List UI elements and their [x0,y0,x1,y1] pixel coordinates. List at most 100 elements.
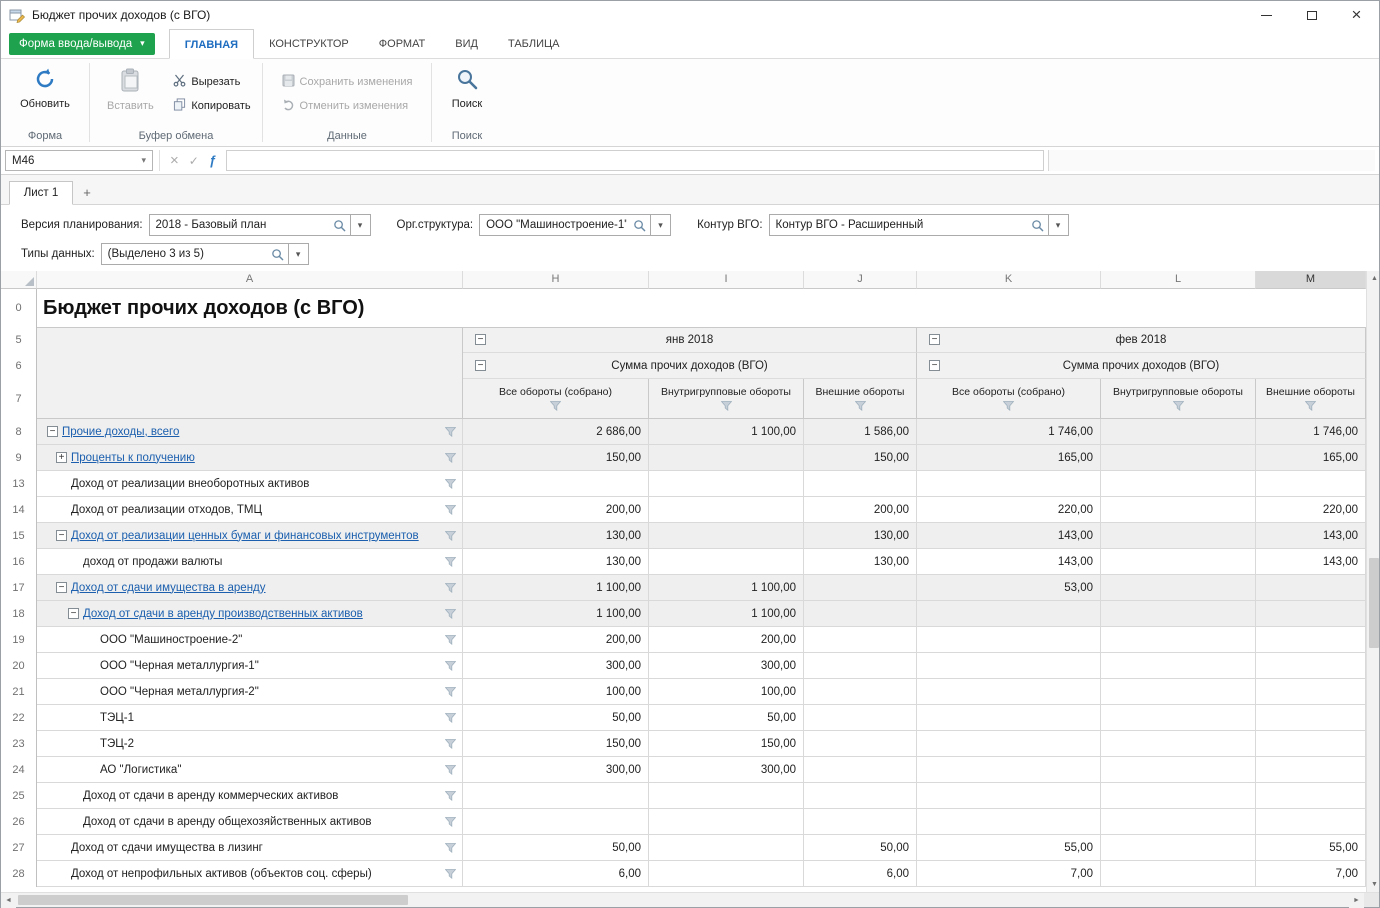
value-cell[interactable]: 200,00 [804,497,917,523]
value-cell[interactable]: 130,00 [804,549,917,575]
row-label-cell[interactable]: Доход от сдачи имущества в лизинг [37,835,463,861]
column-header-k[interactable]: K [917,271,1101,289]
row-number[interactable]: 26 [1,809,37,835]
value-cell[interactable] [463,471,649,497]
value-cell[interactable] [804,627,917,653]
value-cell[interactable]: 300,00 [649,653,804,679]
value-cell[interactable]: 165,00 [917,445,1101,471]
filter-icon[interactable] [1003,401,1014,411]
value-cell[interactable]: 150,00 [649,731,804,757]
value-cell[interactable] [649,471,804,497]
row-number[interactable]: 25 [1,783,37,809]
value-cell[interactable]: 200,00 [463,627,649,653]
value-cell[interactable] [463,783,649,809]
value-cell[interactable]: 6,00 [463,861,649,887]
value-cell[interactable] [1101,445,1256,471]
value-cell[interactable] [804,679,917,705]
value-cell[interactable]: 200,00 [649,627,804,653]
value-cell[interactable] [649,861,804,887]
value-cell[interactable]: 130,00 [804,523,917,549]
value-cell[interactable]: 100,00 [649,679,804,705]
collapse-box[interactable]: − [56,582,67,593]
value-cell[interactable]: 200,00 [463,497,649,523]
value-cell[interactable]: 300,00 [463,653,649,679]
filter-icon[interactable] [445,869,456,879]
value-cell[interactable] [804,731,917,757]
value-cell[interactable]: 50,00 [649,705,804,731]
row-label-cell[interactable]: ООО "Черная металлургия-2" [37,679,463,705]
value-cell[interactable] [1101,419,1256,445]
value-cell[interactable] [1101,601,1256,627]
value-cell[interactable]: 1 746,00 [917,419,1101,445]
tab-main[interactable]: ГЛАВНАЯ [169,29,254,59]
expand-box[interactable]: + [56,452,67,463]
filter-icon[interactable] [445,609,456,619]
value-cell[interactable] [1256,471,1366,497]
row-number[interactable]: 0 [1,289,37,327]
filter-icon[interactable] [445,713,456,723]
filter-icon[interactable] [721,401,732,411]
tab-table[interactable]: ТАБЛИЦА [493,29,575,59]
scrollbar-thumb[interactable] [18,895,408,905]
value-cell[interactable] [1256,627,1366,653]
value-cell[interactable]: 220,00 [1256,497,1366,523]
refresh-button[interactable]: Обновить [12,63,78,110]
value-cell[interactable]: 7,00 [917,861,1101,887]
value-cell[interactable] [804,601,917,627]
search-icon[interactable] [1031,219,1044,232]
value-cell[interactable]: 143,00 [1256,549,1366,575]
collapse-box[interactable]: − [56,530,67,541]
value-cell[interactable] [1101,523,1256,549]
row-label[interactable]: Прочие доходы, всего [62,426,179,438]
value-cell[interactable] [1101,471,1256,497]
value-cell[interactable] [917,653,1101,679]
chevron-down-icon[interactable]: ▾ [651,214,671,236]
value-cell[interactable] [649,809,804,835]
row-number[interactable]: 20 [1,653,37,679]
version-combobox[interactable]: 2018 - Базовый план [149,214,351,236]
value-cell[interactable]: 220,00 [917,497,1101,523]
value-cell[interactable]: 100,00 [463,679,649,705]
tab-constructor[interactable]: КОНСТРУКТОР [254,29,364,59]
value-cell[interactable]: 1 746,00 [1256,419,1366,445]
value-cell[interactable] [917,679,1101,705]
filter-icon[interactable] [445,765,456,775]
value-cell[interactable]: 150,00 [463,445,649,471]
search-icon[interactable] [271,248,284,261]
value-cell[interactable] [649,783,804,809]
filter-icon[interactable] [445,817,456,827]
value-cell[interactable]: 7,00 [1256,861,1366,887]
data-types-combobox[interactable]: (Выделено 3 из 5) [101,243,289,265]
formula-input[interactable] [226,150,1044,171]
row-number[interactable]: 24 [1,757,37,783]
value-cell[interactable]: 130,00 [463,523,649,549]
scrollbar-track[interactable] [16,893,1349,907]
filter-icon[interactable] [445,453,456,463]
row-number[interactable]: 15 [1,523,37,549]
tab-format[interactable]: ФОРМАТ [364,29,441,59]
row-label-cell[interactable]: +Проценты к получению [37,445,463,471]
filter-icon[interactable] [1173,401,1184,411]
copy-button[interactable]: Копировать [169,97,254,115]
value-cell[interactable]: 300,00 [649,757,804,783]
collapse-box[interactable]: − [47,426,58,437]
filter-icon[interactable] [445,739,456,749]
vgo-contour-combobox[interactable]: Контур ВГО - Расширенный [769,214,1049,236]
row-number[interactable]: 18 [1,601,37,627]
row-number[interactable]: 19 [1,627,37,653]
filter-icon[interactable] [445,557,456,567]
row-label-cell[interactable]: Доход от реализации отходов, ТМЦ [37,497,463,523]
value-cell[interactable] [649,497,804,523]
scrollbar-track[interactable] [1367,286,1379,877]
value-cell[interactable] [1256,575,1366,601]
value-cell[interactable]: 55,00 [917,835,1101,861]
value-cell[interactable] [1256,809,1366,835]
maximize-button[interactable] [1289,1,1334,29]
value-cell[interactable] [1101,705,1256,731]
value-cell[interactable]: 1 100,00 [649,575,804,601]
value-cell[interactable]: 1 100,00 [463,575,649,601]
row-number[interactable]: 27 [1,835,37,861]
value-cell[interactable] [917,783,1101,809]
row-label-cell[interactable]: доход от продажи валюты [37,549,463,575]
value-cell[interactable] [1256,705,1366,731]
